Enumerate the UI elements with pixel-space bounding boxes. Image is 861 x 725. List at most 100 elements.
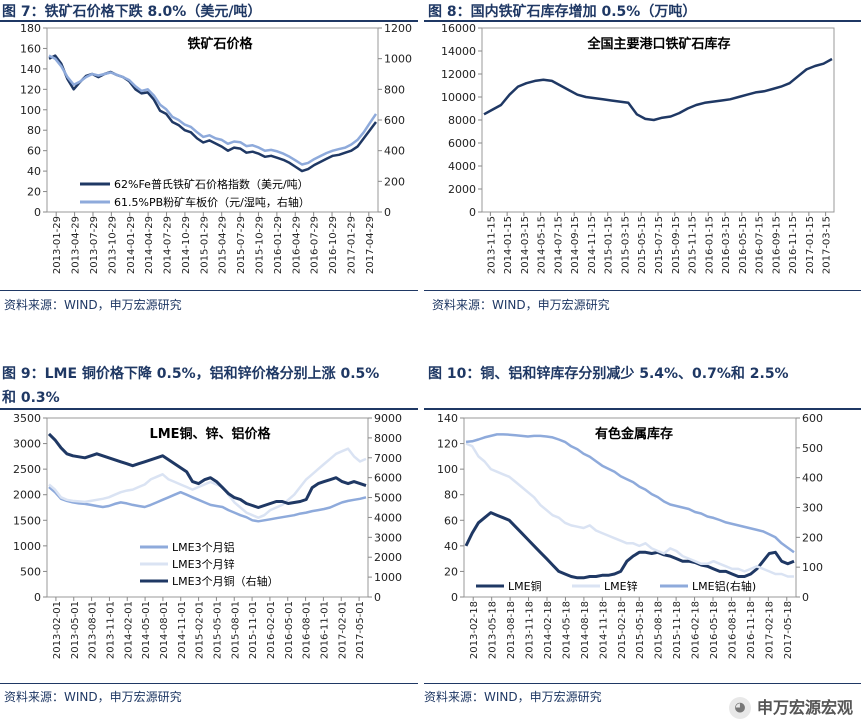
fig10-caption: 图 10：铜、铝和锌库存分别减少 5.4%、0.7%和 2.5%: [428, 366, 789, 382]
c9-title: LME铜、锌、铝价格: [149, 426, 271, 442]
c9-xtick-label: 2016-08-01: [302, 601, 313, 659]
c10-xtick-label: 2013-11-18: [525, 601, 536, 659]
c8-xtick-label: 2016-07-15: [755, 216, 766, 274]
c8-xtick-label: 2016-01-15: [704, 216, 715, 274]
fig9-caption-line1: 图 9：LME 铜价格下降 0.5%，铝和锌价格分别上涨 0.5%: [2, 366, 380, 382]
c7-ytick-label: 20: [27, 186, 41, 199]
fig7-bottom-rule: [0, 290, 418, 291]
c9-xtick-label: 2013-05-01: [70, 601, 81, 659]
c10-xtick-label: 2014-05-18: [561, 601, 572, 659]
c8-xtick-label: 2016-03-15: [721, 216, 732, 274]
c9-xtick-label: 2016-02-01: [266, 601, 277, 659]
c8-series-0-line: [483, 57, 833, 122]
c10-series-1-line: [465, 442, 794, 578]
c7-xtick-label: 2015-07-29: [236, 216, 247, 274]
c7-ytick-label: 180: [20, 22, 41, 35]
c10-xtick-label: 2015-08-18: [654, 601, 665, 659]
c7-xtick-label: 2015-04-29: [218, 216, 229, 274]
c9-ytick-label: 0: [34, 591, 41, 604]
c9-xtick-label: 2014-11-01: [177, 601, 188, 659]
c9-xtick-label: 2013-08-01: [88, 601, 99, 659]
c9-y2tick-label: 8000: [374, 432, 402, 445]
c9-ytick-label: 500: [20, 565, 41, 578]
c8-xtick-label: 2015-05-15: [637, 216, 648, 274]
c7-xtick-label: 2014-04-29: [144, 216, 155, 274]
c9-ytick-label: 1000: [13, 540, 41, 553]
c8-xtick-label: 2013-11-15: [486, 216, 497, 274]
c7-xtick-label: 2016-04-29: [291, 216, 302, 274]
c8-xtick-label: 2017-01-15: [805, 216, 816, 274]
c9-xtick-label: 2015-02-01: [195, 601, 206, 659]
c8-ytick-label: 12000: [441, 68, 476, 81]
fig7-source: 资料来源：WIND，申万宏源研究: [4, 298, 182, 312]
c9-ytick-label: 2500: [13, 463, 41, 476]
c9-xtick-label: 2017-05-01: [355, 601, 366, 659]
fig9-bottom-rule: [0, 683, 418, 684]
c8-ytick-label: 10000: [441, 91, 476, 104]
c10-xtick-label: 2014-11-18: [598, 601, 609, 659]
c9-xtick-label: 2014-05-01: [141, 601, 152, 659]
c10-ytick-label: 80: [444, 489, 458, 502]
c7-xtick-label: 2013-04-29: [71, 216, 82, 274]
c8-xtick-label: 2014-11-15: [587, 216, 598, 274]
fig10-chart: 0 20 40 60 80 100 120 140 0 100 200 300 400 500 600 201…: [437, 412, 823, 659]
fig10-bottom-rule: [424, 683, 861, 684]
c7-xtick-label: 2014-07-29: [163, 216, 174, 274]
c9-ytick-label: 2000: [13, 489, 41, 502]
c10-ytick-label: 20: [444, 565, 458, 578]
c9-y2tick-label: 1000: [374, 571, 402, 584]
fig9-top-rule: [0, 408, 418, 410]
c10-y2tick-label: 100: [802, 561, 823, 574]
watermark-text: 申万宏源宏观: [756, 697, 853, 717]
c7-xtick-label: 2016-01-29: [273, 216, 284, 274]
c7-y2tick-label: 400: [384, 145, 405, 158]
fig7-top-rule: [0, 20, 418, 22]
c9-xtick-label: 2014-02-01: [123, 601, 134, 659]
c9-xtick-label: 2013-02-01: [52, 601, 63, 659]
c7-ytick-label: 160: [20, 42, 41, 55]
c7-series-1-line: [48, 54, 378, 166]
c9-series-2-line: [47, 432, 367, 509]
fig9-source: 资料来源：WIND，申万宏源研究: [4, 690, 182, 704]
c7-xtick-label: 2017-01-29: [346, 216, 357, 274]
c10-y2tick-label: 200: [802, 531, 823, 544]
c7-xtick-label: 2013-01-29: [52, 216, 63, 274]
c7-xtick-label: 2014-01-29: [126, 216, 137, 274]
c8-xtick-label: 2015-01-15: [604, 216, 615, 274]
c10-xtick-label: 2016-05-18: [709, 601, 720, 659]
watermark: ◕ 申万宏源宏观: [728, 694, 853, 719]
c7-ytick-label: 40: [27, 165, 41, 178]
c10-xtick-label: 2017-02-18: [764, 601, 775, 659]
c9-ytick-label: 3000: [13, 438, 41, 451]
c10-y2tick-label: 0: [802, 591, 809, 604]
c8-xtick-label: 2015-07-15: [654, 216, 665, 274]
c10-y2tick-label: 500: [802, 442, 823, 455]
c9-series-0-line: [48, 486, 367, 523]
c9-legend-label: LME3个月铝: [172, 540, 235, 554]
c9-y2tick-label: 3000: [374, 531, 402, 544]
c10-xtick-label: 2013-08-18: [506, 601, 517, 659]
c9-xtick-label: 2013-11-01: [105, 601, 116, 659]
fig9-caption-line2: 和 0.3%: [2, 390, 60, 406]
c7-ytick-label: 100: [20, 104, 41, 117]
c10-y2tick-label: 600: [802, 412, 823, 425]
c7-xtick-label: 2014-10-29: [181, 216, 192, 274]
c8-xtick-label: 2016-11-15: [788, 216, 799, 274]
c10-ytick-label: 0: [451, 591, 458, 604]
c8-xtick-label: 2014-05-15: [537, 216, 548, 274]
c8-xtick-label: 2014-03-15: [520, 216, 531, 274]
c9-plot-frame: [46, 417, 369, 598]
fig9-chart: 0 500 1000 1500 2000 2500 3000 3500 0 1000 2000 300…: [13, 412, 402, 659]
c10-series-0-line: [464, 511, 795, 580]
c9-y2tick-label: 0: [374, 591, 381, 604]
c9-y2tick-label: 6000: [374, 472, 402, 485]
c8-ytick-label: 4000: [448, 160, 476, 173]
c10-legend-label: LME铜: [508, 579, 542, 593]
c7-xtick-label: 2016-10-29: [328, 216, 339, 274]
fig8-chart: 0 2000 4000 6000 8000 10000 12000 14000 16000 201…: [441, 22, 835, 274]
fig8-top-rule: [424, 20, 861, 22]
c7-y2tick-label: 0: [384, 206, 391, 219]
c8-xtick-label: 2014-01-15: [503, 216, 514, 274]
fig10-source: 资料来源：WIND，申万宏源研究: [424, 690, 602, 704]
c7-xtick-label: 2015-10-29: [254, 216, 265, 274]
